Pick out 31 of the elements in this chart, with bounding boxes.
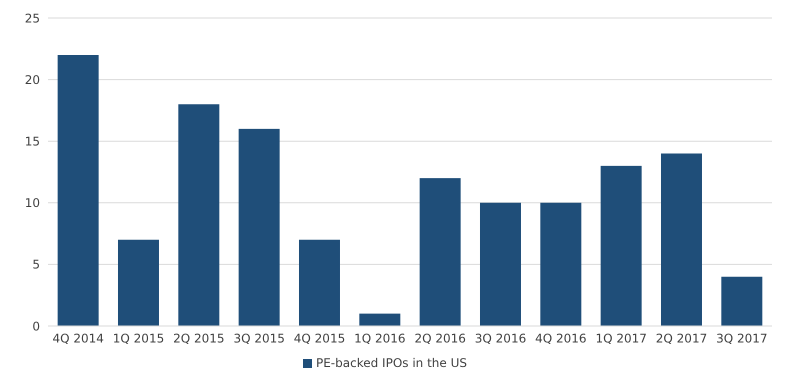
x-tick-label: 2Q 2016	[414, 332, 466, 346]
x-tick-label: 2Q 2017	[656, 332, 708, 346]
x-tick-label: 3Q 2016	[474, 332, 526, 346]
y-tick-label: 10	[24, 196, 40, 210]
y-tick-label: 15	[24, 134, 40, 148]
bar	[540, 202, 582, 326]
x-tick-label: 3Q 2017	[716, 332, 768, 346]
legend-label: PE-backed IPOs in the US	[316, 356, 467, 370]
y-tick-label: 0	[32, 319, 40, 334]
x-tick-label: 1Q 2015	[112, 332, 164, 346]
bar	[480, 202, 521, 326]
bar	[118, 240, 159, 326]
bar	[721, 276, 762, 326]
bar	[178, 104, 220, 326]
bar	[600, 166, 642, 326]
x-tick-label: 1Q 2016	[354, 332, 406, 346]
bar	[420, 178, 461, 326]
x-tick-label: 3Q 2015	[233, 332, 285, 346]
x-tick-label: 4Q 2016	[535, 332, 587, 346]
bar	[58, 54, 99, 326]
x-tick-label: 1Q 2017	[595, 332, 647, 346]
y-tick-label: 5	[32, 258, 40, 272]
bar	[359, 314, 400, 326]
bar	[660, 154, 702, 326]
x-tick-label: 4Q 2014	[52, 332, 104, 346]
x-tick-label: 4Q 2015	[294, 332, 346, 346]
x-tick-label: 2Q 2015	[173, 332, 225, 346]
y-tick-label: 25	[24, 11, 40, 26]
bar	[238, 128, 280, 326]
y-tick-label: 20	[24, 72, 40, 87]
bar	[298, 240, 340, 326]
